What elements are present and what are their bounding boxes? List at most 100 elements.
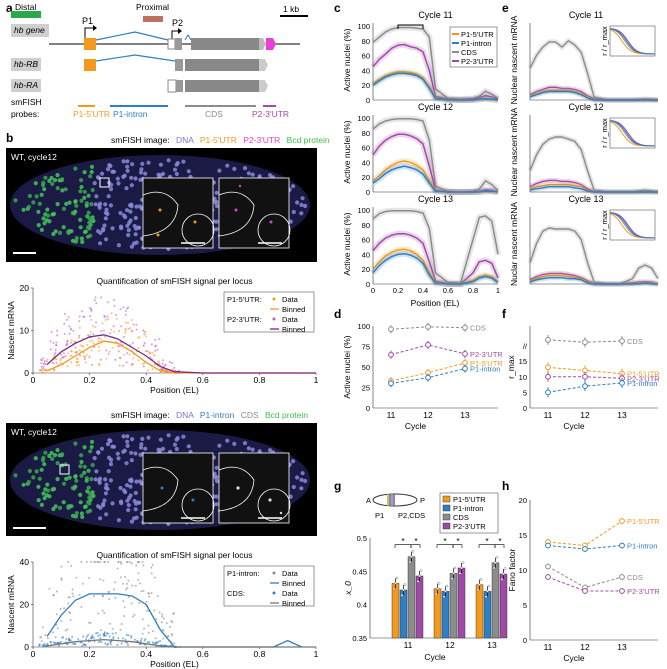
data-point xyxy=(138,601,141,604)
nucleus-dot xyxy=(175,436,180,441)
spot xyxy=(158,208,162,212)
nucleus-dot xyxy=(51,486,57,491)
nucleus-dot xyxy=(84,203,89,208)
data-point xyxy=(460,566,463,570)
data-point xyxy=(103,635,106,638)
nucleus-dot xyxy=(82,229,88,235)
data-point xyxy=(113,588,115,591)
nucleus-dot xyxy=(129,183,134,188)
probe2-label: P1-intron xyxy=(113,109,148,119)
data-point xyxy=(106,315,109,318)
data-point xyxy=(55,358,58,361)
data-point xyxy=(142,329,145,332)
nucleus-dot xyxy=(125,159,130,164)
nucleus-dot xyxy=(214,204,220,209)
panel-d-plot: 0 25 50 75 100 11 12 13 Cycle Active nuclei (%) CD… xyxy=(342,322,503,431)
rb-label: hb-RB xyxy=(14,59,38,69)
f-xlabel: Cycle xyxy=(563,421,585,431)
nucleus-dot xyxy=(69,229,74,234)
data-point xyxy=(68,332,71,335)
nucleus-dot xyxy=(129,244,134,249)
c-title: Cycle 13 xyxy=(418,194,453,204)
probes-label-1: smFISH xyxy=(11,97,42,107)
data-point xyxy=(68,638,71,641)
nucleus-dot xyxy=(138,452,143,457)
nucleus-dot xyxy=(86,485,91,490)
nucleus-dot xyxy=(126,233,131,238)
nucleus-dot xyxy=(291,209,296,215)
nucleus-dot xyxy=(104,207,109,212)
data-point xyxy=(68,611,71,614)
y-tick-label: 80 xyxy=(362,221,370,230)
data-point xyxy=(150,343,153,346)
y-tick-label: 0.5 xyxy=(357,534,367,543)
series-label: P1-intron xyxy=(627,379,657,388)
spot xyxy=(193,220,197,224)
series-label: P1-5'UTR xyxy=(627,517,660,526)
data-point xyxy=(142,344,145,347)
data-point xyxy=(54,636,57,639)
data-point xyxy=(170,361,173,364)
nucleus-dot xyxy=(106,194,111,199)
series-line xyxy=(529,272,659,285)
data-point xyxy=(72,330,75,332)
data-point xyxy=(116,344,119,347)
nucleus-dot xyxy=(49,175,54,181)
data-point xyxy=(97,337,100,340)
data-point xyxy=(131,341,134,344)
panel-b-quant2: Quantification of smFISH signal per locu… xyxy=(6,550,319,669)
nucleus-dot xyxy=(42,496,47,501)
data-point xyxy=(154,338,157,341)
data-point xyxy=(103,612,106,615)
nucleus-dot xyxy=(27,468,32,474)
y-tick-label: 50 xyxy=(362,363,370,372)
spot xyxy=(191,498,195,502)
series-label: P2-3'UTR xyxy=(627,374,660,383)
nucleus-dot xyxy=(61,500,66,505)
rb-tail xyxy=(259,59,268,71)
data-point xyxy=(395,576,399,580)
nucleus-dot xyxy=(74,236,79,241)
y-tick-label: 15 xyxy=(519,357,527,366)
data-point xyxy=(502,572,505,576)
rb-cds xyxy=(185,59,259,71)
nucleus-dot xyxy=(299,202,304,207)
y-tick-label: 60 xyxy=(362,52,370,61)
data-point xyxy=(153,354,156,357)
data-point xyxy=(619,518,625,524)
sig-bracket xyxy=(494,544,505,548)
nucleus-dot xyxy=(110,501,115,506)
data-point xyxy=(479,578,483,581)
proximal-label: Proximal xyxy=(136,2,169,12)
nucleus-dot xyxy=(37,201,42,206)
data-point xyxy=(39,636,42,639)
data-point xyxy=(90,309,93,312)
data-point xyxy=(147,592,150,595)
y-tick-label: 20 xyxy=(362,173,370,182)
nucleus-dot xyxy=(98,516,103,521)
c-xlabel: Position (EL) xyxy=(411,298,460,308)
data-point xyxy=(107,318,110,321)
ra-exon2 xyxy=(176,80,183,92)
data-point xyxy=(122,600,125,603)
data-point xyxy=(124,638,127,641)
data-point xyxy=(56,334,59,337)
nucleus-dot xyxy=(291,459,296,464)
data-point xyxy=(166,635,169,638)
data-point xyxy=(78,320,81,323)
nucleus-dot xyxy=(55,477,60,482)
scale-label: 1 kb xyxy=(283,4,299,14)
nucleus-dot xyxy=(158,437,163,442)
data-point xyxy=(582,546,588,552)
nucleus-dot xyxy=(39,467,44,472)
data-point xyxy=(147,369,150,372)
gene-label-bg xyxy=(11,24,49,37)
nucleus-dot xyxy=(104,482,109,487)
g-p1: P1 xyxy=(375,511,384,520)
nucleus-dot xyxy=(214,190,219,195)
data-point xyxy=(84,356,87,359)
data-point xyxy=(87,633,90,636)
panel-label-a: a xyxy=(6,1,13,15)
nucleus-dot xyxy=(267,448,273,453)
